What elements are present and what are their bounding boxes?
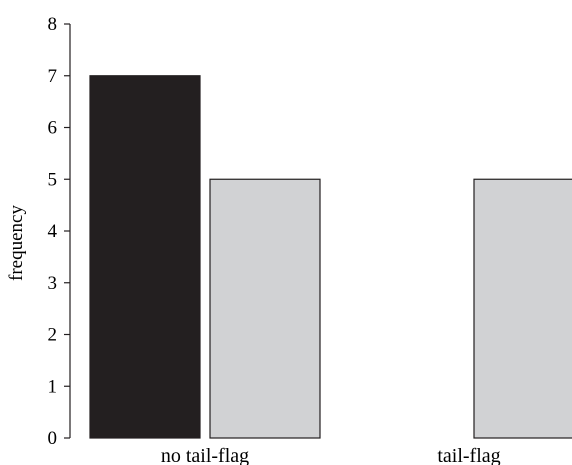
y-tick-label: 1 — [48, 376, 58, 397]
y-tick-label: 6 — [48, 118, 58, 139]
y-tick-label: 3 — [48, 273, 58, 294]
y-tick-label: 4 — [48, 221, 58, 242]
category-label: tail-flag — [437, 445, 500, 465]
y-tick-label: 2 — [48, 325, 58, 346]
y-tick-label: 7 — [48, 66, 58, 87]
bars — [89, 75, 572, 439]
bar — [473, 178, 572, 439]
bar — [89, 75, 201, 439]
category-labels: no tail-flag tail-flag — [161, 445, 501, 465]
y-tick-label: 5 — [48, 169, 58, 190]
y-tick-label: 0 — [48, 428, 58, 449]
y-axis: 0 1 2 3 4 5 6 7 8 — [48, 14, 71, 449]
y-axis-label: frequency — [6, 205, 27, 281]
y-tick-label: 8 — [48, 14, 58, 35]
category-label: no tail-flag — [161, 445, 249, 465]
bar — [209, 178, 321, 439]
